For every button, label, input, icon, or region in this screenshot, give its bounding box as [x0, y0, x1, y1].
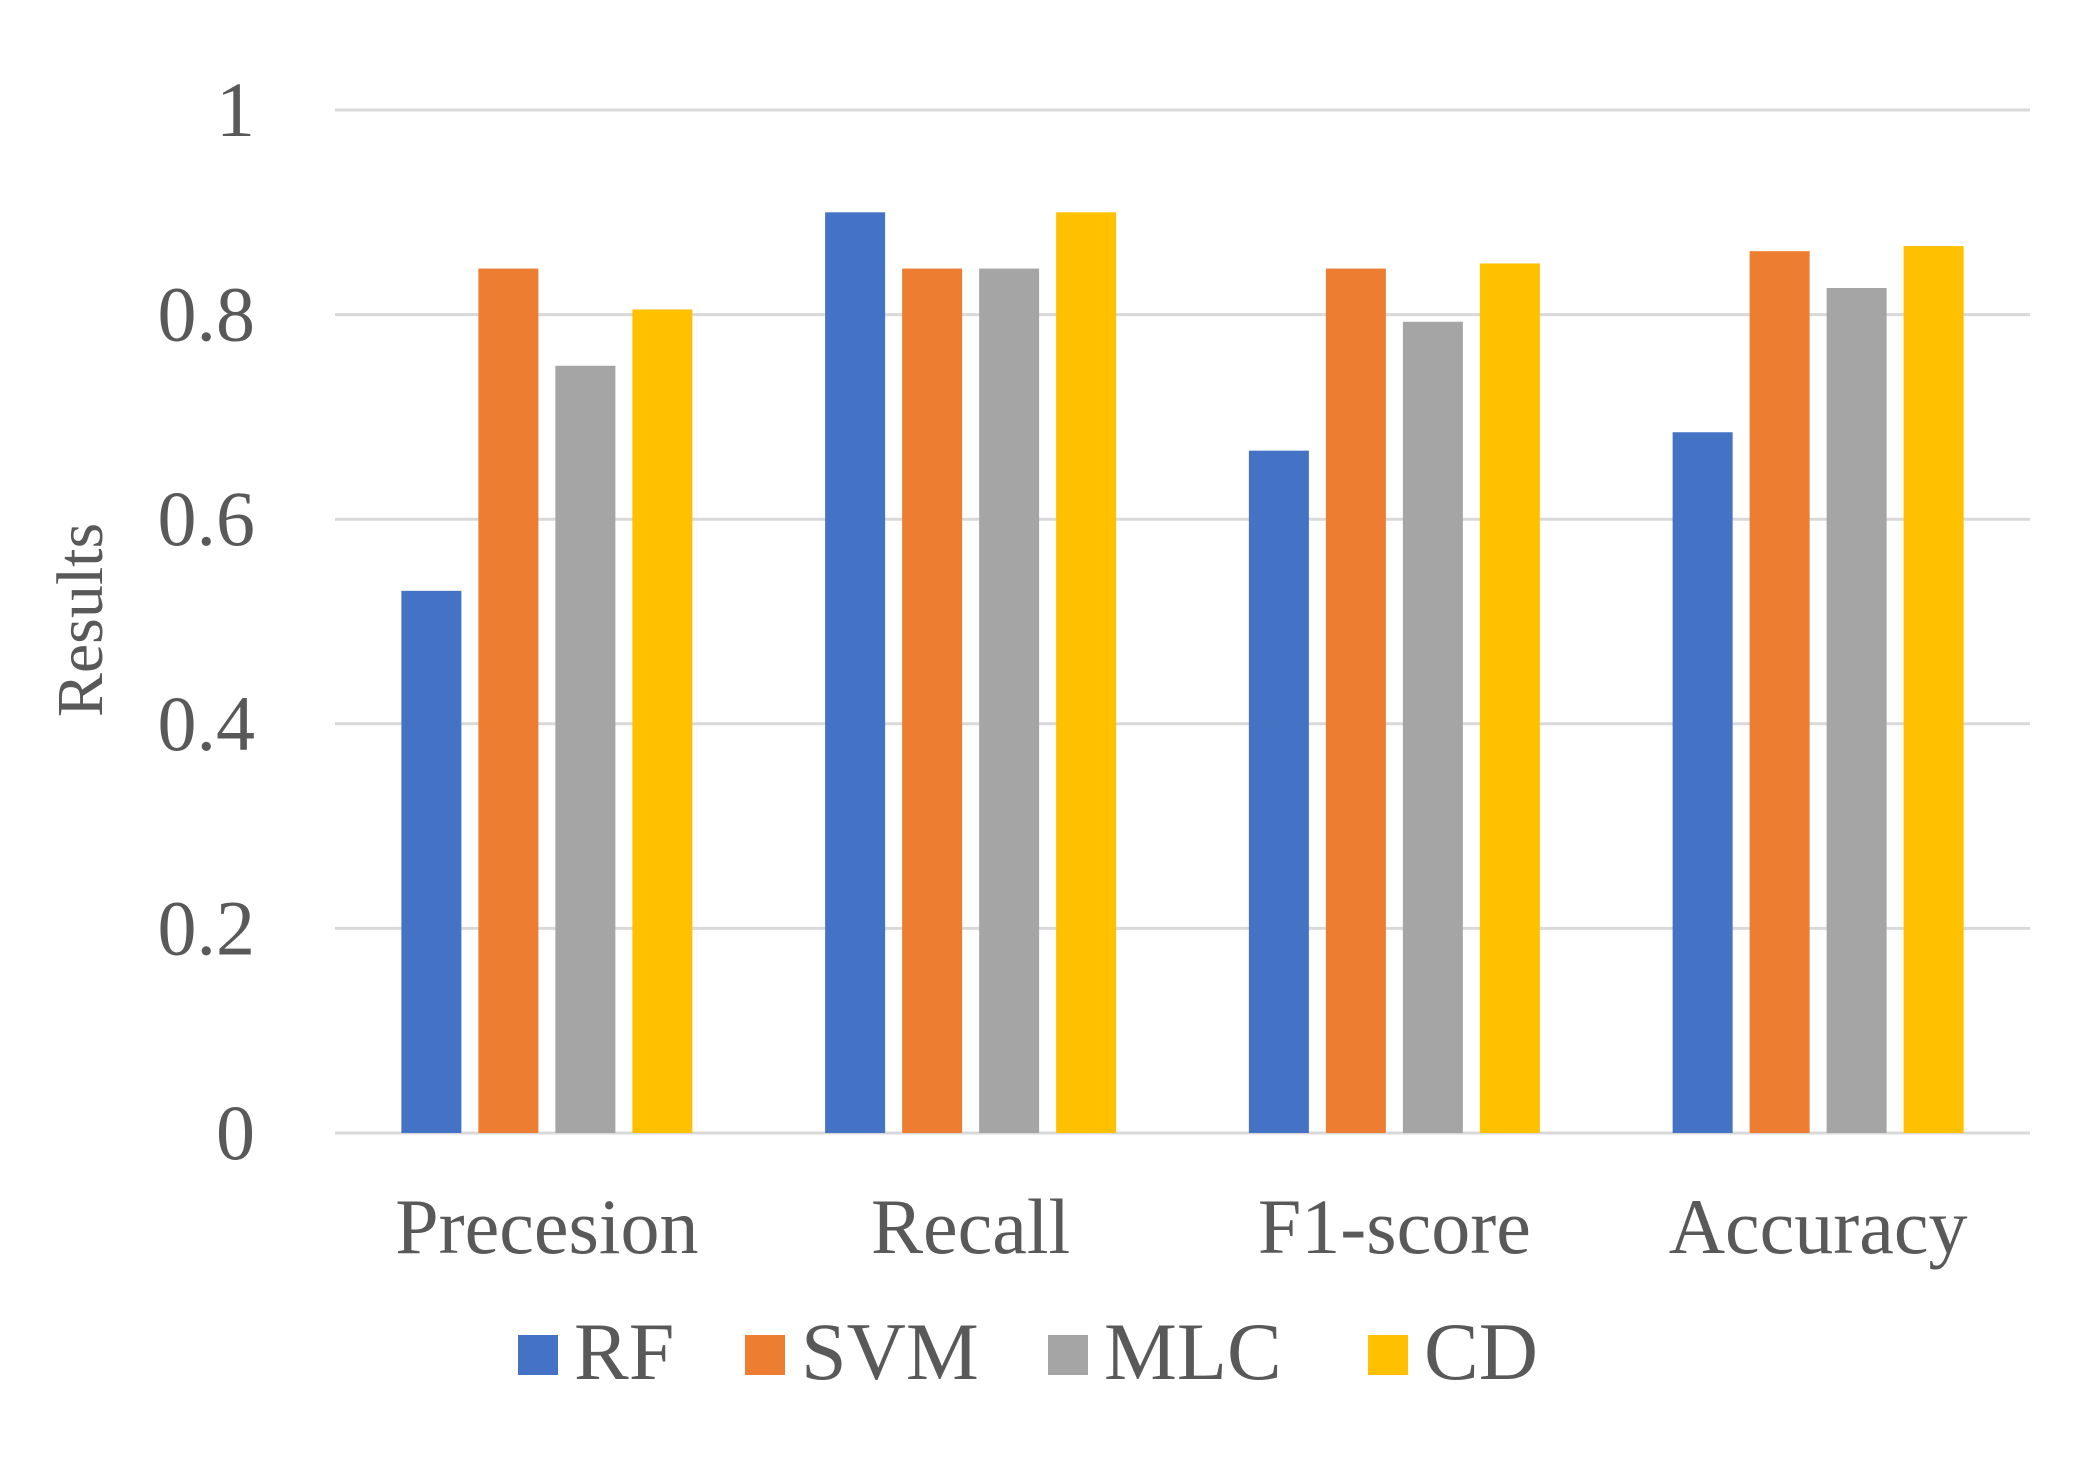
bar-rf-f1-score: [1248, 450, 1309, 1133]
bar-mlc-f1-score: [1402, 321, 1463, 1133]
y-tick-label: 0.8: [158, 271, 256, 358]
y-tick-label: 0.4: [158, 680, 256, 767]
bar-mlc-accuracy: [1826, 288, 1887, 1133]
bar-cd-f1-score: [1479, 263, 1540, 1133]
legend-label-mlc: MLC: [1104, 1306, 1282, 1397]
bar-rf-precesion: [401, 590, 462, 1133]
legend-label-rf: RF: [574, 1306, 674, 1397]
gridlines: [335, 108, 2030, 1135]
y-tick-label: 1: [216, 66, 255, 153]
legend-label-svm: SVM: [801, 1306, 979, 1397]
bar-cd-recall: [1056, 212, 1117, 1134]
legend-swatch-rf: [518, 1335, 558, 1375]
y-tick-label: 0: [216, 1089, 255, 1176]
y-axis-ticks: 0 0.2 0.4 0.6 0.8 1: [158, 66, 256, 1176]
bar-rf-accuracy: [1672, 432, 1733, 1133]
legend-swatch-cd: [1368, 1335, 1408, 1375]
x-category-label: Accuracy: [1669, 1183, 1968, 1270]
bar-rf-recall: [825, 212, 886, 1134]
bar-svm-accuracy: [1749, 251, 1810, 1133]
x-category-label: Recall: [871, 1183, 1070, 1270]
x-axis-categories: Precesion Recall F1-score Accuracy: [395, 1183, 1967, 1270]
bar-svm-precesion: [478, 268, 539, 1133]
y-tick-label: 0.2: [158, 884, 256, 971]
y-tick-label: 0.6: [158, 475, 256, 562]
bar-svm-recall: [902, 268, 963, 1133]
y-axis-title: Results: [44, 523, 117, 717]
x-category-label: F1-score: [1258, 1183, 1531, 1270]
bar-mlc-precesion: [555, 365, 616, 1133]
bar-svm-f1-score: [1325, 268, 1386, 1133]
legend-swatch-mlc: [1048, 1335, 1088, 1375]
legend-swatch-svm: [745, 1335, 785, 1375]
bar-cd-precesion: [632, 309, 693, 1133]
bars: [401, 212, 1964, 1134]
bar-mlc-recall: [979, 268, 1040, 1133]
x-category-label: Precesion: [395, 1183, 698, 1270]
legend: RF SVM MLC CD: [518, 1306, 1538, 1397]
bar-cd-accuracy: [1903, 246, 1964, 1133]
legend-label-cd: CD: [1424, 1306, 1538, 1397]
